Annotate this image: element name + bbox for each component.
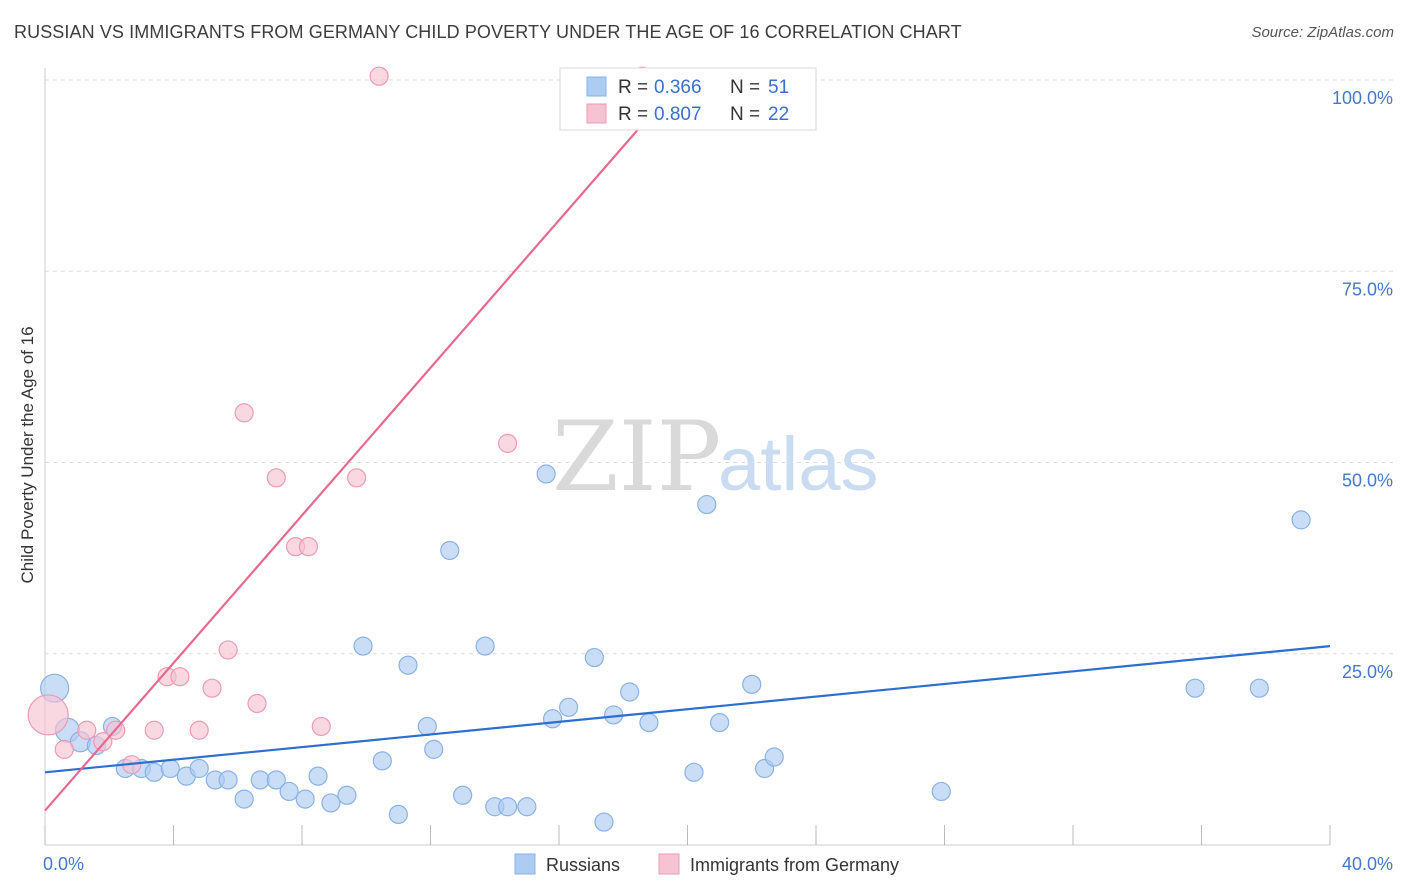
russians-point-28 xyxy=(440,540,460,561)
russians-point-48 xyxy=(931,781,951,802)
watermark-zip: ZIP xyxy=(552,401,721,513)
y-tick-label: 50.0% xyxy=(1342,471,1393,491)
x-tick-labels: 0.0% 40.0% xyxy=(43,854,1393,874)
russians-point-50 xyxy=(1249,678,1269,698)
russians-point-35 xyxy=(542,709,563,729)
legend-n-label-2: N = xyxy=(730,104,760,125)
gridlines xyxy=(45,79,1395,655)
chart-source: Source: ZipAtlas.com xyxy=(1251,24,1394,41)
germany-point-9 xyxy=(170,667,190,687)
germany-point-3 xyxy=(77,720,97,740)
legend-swatch-blue xyxy=(586,76,607,97)
russians-point-51 xyxy=(1291,510,1311,530)
legend-r-label-2: R = xyxy=(618,104,648,125)
russians-point-47 xyxy=(764,747,784,767)
correlation-legend: R = 0.366 N = 51 R = 0.807 N = 22 xyxy=(559,67,817,131)
russians-point-36 xyxy=(559,697,579,717)
russians-point-18 xyxy=(295,789,315,809)
germany-point-2 xyxy=(54,739,74,759)
legend-n-value-1: 51 xyxy=(768,77,789,98)
legend-russians-swatch xyxy=(514,853,536,875)
russians-point-20 xyxy=(321,793,341,813)
russians-point-46 xyxy=(742,674,762,694)
germany-point-7 xyxy=(144,720,164,740)
russians-point-17 xyxy=(279,781,299,802)
legend-r-value-1: 0.366 xyxy=(654,77,702,98)
germany-point-21 xyxy=(498,433,518,453)
russians-point-8 xyxy=(144,762,164,782)
russians-point-19 xyxy=(308,766,328,786)
russians-point-32 xyxy=(498,797,518,817)
russians-point-9 xyxy=(160,758,180,779)
watermark-atlas: atlas xyxy=(718,422,879,507)
y-tick-label: 75.0% xyxy=(1342,279,1393,299)
x-tick-label: 40.0% xyxy=(1342,854,1393,874)
russians-point-22 xyxy=(353,636,373,656)
x-tick-label: 0.0% xyxy=(43,854,84,874)
y-tick-label: 100.0% xyxy=(1332,88,1393,108)
series-russians-points xyxy=(40,464,1311,832)
russians-point-40 xyxy=(620,682,640,702)
germany-point-15 xyxy=(266,468,286,488)
russians-point-29 xyxy=(453,785,473,805)
germany-point-19 xyxy=(347,468,367,488)
russians-trendline xyxy=(44,645,1331,774)
russians-point-34 xyxy=(536,464,556,484)
germany-trendline xyxy=(44,79,682,812)
y-tick-label: 25.0% xyxy=(1342,662,1393,682)
russians-point-49 xyxy=(1185,678,1205,698)
chart-title: RUSSIAN VS IMMIGRANTS FROM GERMANY CHILD… xyxy=(14,22,962,42)
legend-r-label-1: R = xyxy=(618,77,648,98)
russians-point-38 xyxy=(594,812,614,832)
russians-point-41 xyxy=(639,712,659,733)
legend-russians-label: Russians xyxy=(546,855,620,875)
russians-point-15 xyxy=(250,770,270,790)
series-germany-points xyxy=(27,66,653,775)
russians-point-37 xyxy=(584,647,604,668)
germany-point-1 xyxy=(27,694,69,736)
legend-n-value-2: 22 xyxy=(768,104,789,125)
russians-point-44 xyxy=(710,712,730,733)
germany-point-17 xyxy=(298,537,319,557)
legend-r-value-2: 0.807 xyxy=(654,104,702,125)
russians-point-43 xyxy=(697,494,717,515)
germany-point-14 xyxy=(247,693,267,714)
russians-point-11 xyxy=(189,758,209,779)
germany-point-11 xyxy=(202,678,222,698)
trendlines xyxy=(44,79,1331,812)
russians-point-30 xyxy=(475,636,495,656)
legend-germany-swatch xyxy=(658,853,680,875)
russians-point-25 xyxy=(398,655,418,675)
russians-point-16 xyxy=(266,770,286,790)
russians-point-26 xyxy=(417,716,437,737)
germany-point-4 xyxy=(93,732,113,752)
russians-point-27 xyxy=(424,739,444,759)
germany-point-10 xyxy=(189,720,209,740)
series-legend: Russians Immigrants from Germany xyxy=(514,853,899,875)
legend-germany-label: Immigrants from Germany xyxy=(690,855,899,875)
russians-point-24 xyxy=(388,804,408,825)
russians-point-14 xyxy=(234,789,254,809)
russians-point-42 xyxy=(684,762,704,782)
watermark: ZIP atlas xyxy=(552,401,879,513)
legend-swatch-pink xyxy=(586,103,607,124)
russians-point-13 xyxy=(218,770,238,790)
legend-n-label-1: N = xyxy=(730,77,760,98)
russians-point-23 xyxy=(372,751,392,771)
germany-point-13 xyxy=(234,403,254,423)
russians-point-21 xyxy=(337,785,357,805)
germany-point-20 xyxy=(369,66,389,86)
y-tick-labels: 25.0% 50.0% 75.0% 100.0% xyxy=(1332,88,1393,682)
russians-point-33 xyxy=(517,797,537,817)
y-axis-title: Child Poverty Under the Age of 16 xyxy=(18,326,37,583)
germany-point-18 xyxy=(311,716,331,737)
germany-point-12 xyxy=(218,640,238,660)
